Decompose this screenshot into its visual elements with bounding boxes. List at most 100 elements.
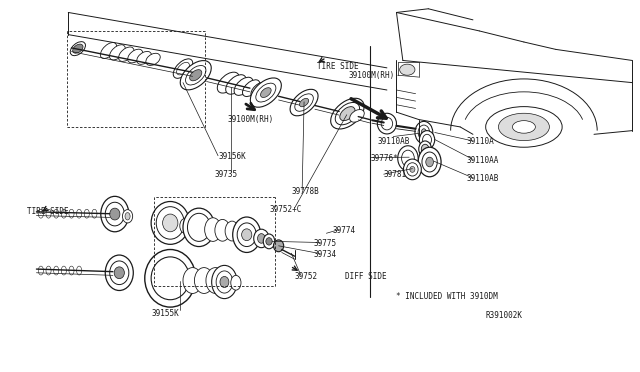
Ellipse shape <box>100 196 129 232</box>
Ellipse shape <box>243 80 260 96</box>
Text: 39776*: 39776* <box>371 154 399 163</box>
Ellipse shape <box>300 98 308 107</box>
Ellipse shape <box>180 61 211 90</box>
Ellipse shape <box>253 229 269 248</box>
Text: TIRE SIDE: TIRE SIDE <box>27 207 68 217</box>
Ellipse shape <box>105 202 124 226</box>
Text: * INCLUDED WITH 3910DM: * INCLUDED WITH 3910DM <box>396 292 498 301</box>
Ellipse shape <box>231 275 241 290</box>
Ellipse shape <box>156 207 184 239</box>
Ellipse shape <box>109 208 120 220</box>
Text: 39752: 39752 <box>294 272 317 281</box>
Ellipse shape <box>421 144 429 154</box>
Ellipse shape <box>205 218 221 241</box>
Text: 39735: 39735 <box>215 170 238 179</box>
Ellipse shape <box>251 82 267 98</box>
Ellipse shape <box>415 121 433 144</box>
Ellipse shape <box>340 107 355 121</box>
Ellipse shape <box>46 266 51 275</box>
Ellipse shape <box>46 209 51 218</box>
Ellipse shape <box>145 250 196 307</box>
Ellipse shape <box>77 266 82 275</box>
Text: R391002K: R391002K <box>486 311 523 320</box>
Ellipse shape <box>220 276 229 288</box>
Ellipse shape <box>137 51 152 64</box>
Ellipse shape <box>38 209 44 218</box>
Ellipse shape <box>188 213 211 241</box>
Ellipse shape <box>125 212 130 220</box>
Ellipse shape <box>295 94 314 111</box>
Text: 39110AB: 39110AB <box>378 137 410 146</box>
Text: 39100M(RH): 39100M(RH) <box>228 115 274 124</box>
Ellipse shape <box>195 267 214 294</box>
Ellipse shape <box>105 255 133 291</box>
Ellipse shape <box>260 88 271 97</box>
Ellipse shape <box>234 77 253 95</box>
Ellipse shape <box>92 209 97 218</box>
Text: 39778B: 39778B <box>291 187 319 196</box>
Ellipse shape <box>180 218 190 233</box>
Ellipse shape <box>250 78 282 107</box>
Ellipse shape <box>127 49 143 63</box>
Ellipse shape <box>212 265 237 299</box>
Ellipse shape <box>242 229 252 241</box>
Ellipse shape <box>189 70 202 81</box>
Text: 39774: 39774 <box>333 226 356 235</box>
Text: 39100M(RH): 39100M(RH) <box>349 71 395 80</box>
Ellipse shape <box>84 209 90 218</box>
Ellipse shape <box>151 257 189 300</box>
Ellipse shape <box>422 152 437 172</box>
Ellipse shape <box>146 53 160 65</box>
Ellipse shape <box>109 45 125 60</box>
Ellipse shape <box>406 163 418 176</box>
Ellipse shape <box>335 102 360 125</box>
Ellipse shape <box>225 221 239 241</box>
Ellipse shape <box>256 83 276 102</box>
Ellipse shape <box>70 42 86 56</box>
Text: DIFF SIDE: DIFF SIDE <box>346 272 387 281</box>
Ellipse shape <box>100 42 116 58</box>
Ellipse shape <box>418 125 429 140</box>
Ellipse shape <box>263 234 275 249</box>
Ellipse shape <box>109 261 129 285</box>
Ellipse shape <box>114 267 124 279</box>
Ellipse shape <box>233 217 260 253</box>
Ellipse shape <box>173 59 193 78</box>
Ellipse shape <box>216 271 233 293</box>
Ellipse shape <box>499 113 549 141</box>
Ellipse shape <box>397 146 418 171</box>
Ellipse shape <box>419 131 435 149</box>
Ellipse shape <box>38 266 44 275</box>
Ellipse shape <box>73 44 83 53</box>
Ellipse shape <box>54 209 59 218</box>
Ellipse shape <box>421 129 426 136</box>
Ellipse shape <box>61 266 67 275</box>
Ellipse shape <box>266 238 272 245</box>
Ellipse shape <box>426 157 433 167</box>
Ellipse shape <box>186 65 206 85</box>
Ellipse shape <box>77 209 82 218</box>
Ellipse shape <box>226 75 246 94</box>
Ellipse shape <box>236 223 248 241</box>
Ellipse shape <box>69 209 74 218</box>
Text: 39155K: 39155K <box>151 309 179 318</box>
Ellipse shape <box>215 219 230 241</box>
Text: 39752+C: 39752+C <box>269 205 301 215</box>
Ellipse shape <box>513 121 536 133</box>
Ellipse shape <box>177 62 189 75</box>
Text: 39156K: 39156K <box>218 152 246 161</box>
Ellipse shape <box>183 267 202 294</box>
Ellipse shape <box>69 266 74 275</box>
Ellipse shape <box>418 147 441 177</box>
Ellipse shape <box>257 234 265 243</box>
Ellipse shape <box>403 159 421 180</box>
Ellipse shape <box>410 166 415 172</box>
Ellipse shape <box>206 267 225 294</box>
Ellipse shape <box>273 240 284 252</box>
Ellipse shape <box>290 89 318 116</box>
Ellipse shape <box>163 214 178 232</box>
Ellipse shape <box>422 134 431 145</box>
Text: 39110AA: 39110AA <box>467 155 499 165</box>
Ellipse shape <box>399 64 415 75</box>
Ellipse shape <box>401 150 414 166</box>
